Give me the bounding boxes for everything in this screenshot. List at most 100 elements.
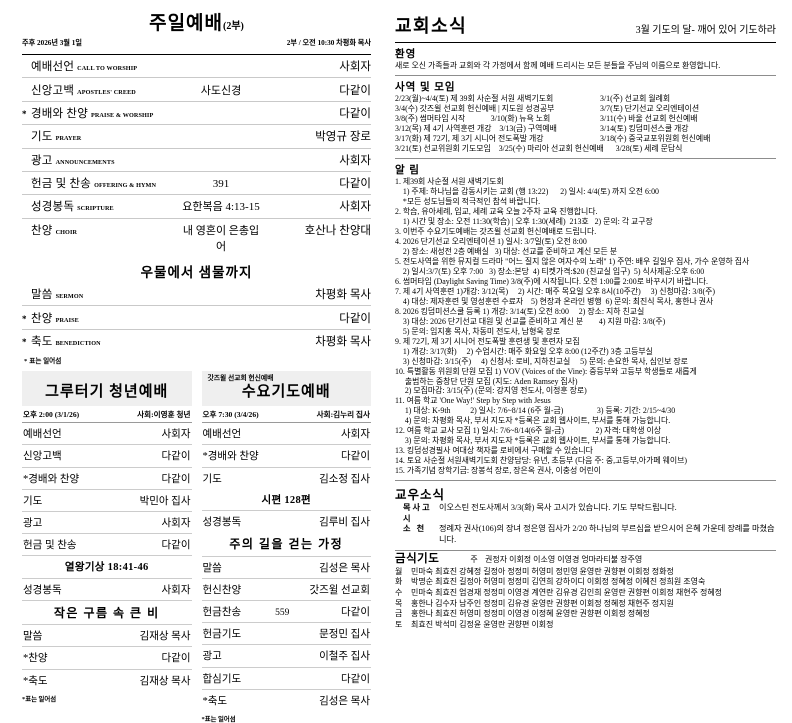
sunday-service-date: 주후 2026년 3월 1일 [22, 39, 83, 47]
church-news-column: 교회소식 3월 기도의 달- 깨어 있어 기도하라 환영 새로 오신 가족들과 … [385, 0, 792, 629]
order-label: 경배와 찬양 PRAISE & WORSHIP [31, 107, 154, 120]
order-row: * 축도 BENEDICTION 차평화 목사 [22, 330, 371, 352]
order-person: 다같이 [339, 84, 371, 97]
wednesday-sermon-banner: 주의 길을 걷는 가정 [201, 532, 371, 557]
order-row: * 찬양 PRAISE 다같이 [22, 306, 371, 330]
list-item: 3. 이번주 수요기도예배는 갓즈윌 선교회 헌신예배로 드립니다. [395, 227, 597, 237]
worship-orders-column: 주일예배(2부) 주후 2026년 3월 1일 2부 / 오전 10:30 차평… [0, 0, 385, 723]
order-row: 신앙고백 APOSTLES' CREED 사도신경 다같이 [22, 78, 371, 102]
wednesday-scripture-banner: 시편 128편 [201, 489, 371, 512]
list-item: 3/4(수) 갓즈윌 선교회 헌신예배 | 지도원 성경공부 3/7(토) 단기선… [395, 103, 700, 113]
member-news-text: 이오스틴 전도사께서 3/3(화) 목사 고시가 있습니다. 기도 부탁드립니다… [439, 503, 677, 513]
list-item: 출범하는 중창단 단원 모집 (지도: Aden Ramsey 집사) [395, 376, 578, 386]
wednesday-service-title-box: 갓즈윌 선교회 헌신예배 수요기도예배 [201, 371, 371, 406]
order-row: * 경배와 찬양 PRAISE & WORSHIP 다같이 [22, 102, 371, 126]
fasting-prayer-list: 월 민마숙 최효진 강혜정 길정아 정정미 허영미 정민영 윤영란 권향편 이회정… [395, 567, 776, 631]
list-item: 2. 학습, 유아세례, 입교, 세례 교육 오늘 2주차 교육 진행합니다. [395, 207, 598, 217]
list-item: 예배선언 사회자 [201, 423, 371, 446]
list-item: 소 천 정례자 권사(106)의 장녀 정은영 집사가 2/20 하나님의 부르… [395, 524, 776, 545]
list-item: *경배와 찬양 다같이 [22, 468, 192, 490]
list-item: 3/21(토) 선교위원회 기도모임 3/25(수) 마리아 선교회 헌신예배 … [395, 144, 683, 154]
sermon-title: 우물에서 샘물까지 [140, 265, 253, 280]
list-item: 1) 대상: K-9th 2) 일시: 7/6~8/14 (6주 월-금) 3)… [395, 406, 676, 416]
list-item: 3) 신청마감: 3/15(주) 4) 신청서: 로비, 지하친교실 5) 문의… [395, 356, 688, 366]
standing-marker: * [22, 313, 27, 324]
order-person: 차평화 목사 [315, 335, 371, 348]
wednesday-service-officiant: 사회:김누리 집사 [316, 409, 370, 419]
list-item: 11. 여름 학교 'One Way!' Step by Step with J… [395, 396, 551, 406]
list-item: 2) 일시:3/7(토) 오후 7:00 3) 장소:본당 4) 티켓가격:$2… [395, 267, 705, 277]
list-item: 7. 제 4기 사역훈련 1)개강: 3/12(목) 2) 시간: 매주 목요일… [395, 286, 716, 296]
schedule-list: 2/23(월)~4/4(토) 제 39회 사순절 서원 새벽기도회 3/1(주) … [395, 94, 776, 155]
list-item: 8. 2026 킹덤미션스쿨 등록 1) 개강: 3/14(토) 오전 8:00… [395, 306, 645, 316]
youth-service-officiant: 사회:이영훈 청년 [137, 409, 191, 419]
youth-service-title-box: 그루터기 청년예배 [22, 371, 192, 406]
list-item: 1) 주제: 하나님을 감동시키는 교회 (행 13:22) 2) 일시: 4/… [395, 187, 659, 197]
section-divider [395, 480, 776, 482]
list-item: 15. 가족기념 장학기금: 장봉석 장로, 장은옥 권사, 이충성 어린이 [395, 466, 602, 476]
list-item: 4) 대상: 제자훈련 및 영성훈련 수료자 5) 현장과 온라인 병행 6) … [395, 296, 714, 306]
news-header: 교회소식 3월 기도의 달- 깨어 있어 기도하라 [395, 12, 776, 41]
fasting-day-names: 권정자 이회정 이소영 이영경 엉마라티불 장주영 [485, 554, 643, 564]
order-person: 다같이 [339, 178, 371, 191]
list-item: 성경봉독 사회자 [22, 579, 192, 601]
order-person: 다같이 [339, 107, 371, 120]
order-label: 찬양 CHOIR [31, 224, 78, 237]
list-item: *모든 성도님들의 적극적인 참석 바랍니다. [395, 197, 541, 207]
youth-service-title: 그루터기 청년예배 [45, 384, 169, 401]
youth-service-time: 오후 2:00 (3/1/26) [23, 409, 80, 419]
list-item: 3/8(주) 썸머타임 시작 3/10(화) 뉴욕 노회 3/11(수) 바울 선… [395, 114, 698, 124]
list-item: 말씀 김성은 목사 [201, 557, 371, 579]
list-item: 12. 여름 학교 교사 모집 1) 일시: 7/6~8/14(6주 월-금) … [395, 426, 662, 436]
secondary-services: 그루터기 청년예배 오후 2:00 (3/1/26) 사회:이영훈 청년 예배선… [22, 371, 371, 723]
news-header-divider [395, 42, 776, 43]
order-person: 사회자 [339, 154, 371, 167]
news-monthly-theme: 3월 기도의 달- 깨어 있어 기도하라 [635, 25, 776, 36]
list-item: 예배선언 사회자 [22, 423, 192, 446]
list-item: 4) 문의: 차평화 목사, 부서 지도자 *등록은 교회 웹사이트, 부서를 … [395, 416, 671, 426]
order-person: 박영규 장로 [315, 131, 371, 144]
sunday-service-title: 주일예배(2부) [22, 12, 371, 33]
list-item: 5) 문의: 임지홍 목사, 차동미 전도사, 남형욱 장로 [395, 326, 561, 336]
order-person: 차평화 목사 [315, 289, 371, 302]
list-item: 1) 시간 및 장소: 오전 11:30(학습) | 오후 1:30(세례) 2… [395, 217, 653, 227]
list-item: 목 홍한나 김수자 남주인 정정미 김유경 윤영란 권향편 이회정 정혜정 채현주… [395, 598, 674, 608]
list-item: 금 홍한나 최효진 허영미 정정미 이영경 이정혜 윤영란 권향편 이회정 정혜정 [395, 609, 650, 619]
wednesday-footnote: *표는 일어섬 [201, 715, 236, 723]
list-item: *축도 김재상 목사 [23, 675, 191, 687]
sunday-service-title-part: (2부) [223, 21, 244, 32]
youth-service-subheader: 오후 2:00 (3/1/26) 사회:이영훈 청년 [22, 406, 192, 424]
sunday-order-list-after: 말씀 SERMON 차평화 목사 * 찬양 PRAISE 다같이 * 축도 BENED… [22, 283, 371, 352]
youth-service-panel: 그루터기 청년예배 오후 2:00 (3/1/26) 사회:이영훈 청년 예배선… [22, 371, 192, 723]
list-item: 1) 개강: 3/17(화) 2) 수업시간: 매주 화요일 오후 8:00 (… [395, 346, 653, 356]
order-label: 광고 ANNOUNCEMENTS [31, 154, 115, 167]
order-label: 헌금 및 찬송 OFFERING & HYMN [31, 178, 157, 191]
sunday-service-meta: 주후 2026년 3월 1일 2부 / 오전 10:30 차평화 목사 [22, 38, 371, 48]
youth-footnote: *표는 일어섬 [22, 695, 57, 703]
youth-service-kicker [28, 375, 186, 384]
list-item: 신앙고백 다같이 [22, 445, 192, 468]
order-detail: 391 [212, 178, 230, 191]
standing-footnote: * 표는 일어섬 [24, 358, 62, 366]
fasting-prayer-heading: 금식기도 [395, 552, 440, 565]
list-item: *축도 김성은 목사 [202, 695, 371, 707]
list-item: 6. 썸머타임 (Daylight Saving Time) 3/8(주)에 시… [395, 276, 708, 286]
sunday-service-title-text: 주일예배 [149, 13, 224, 34]
order-row: 성경봉독 SCRIPTURE 요한복음 4:13-15 사회자 [22, 195, 371, 219]
welcome-text: 새로 오신 가족들과 교회와 각 가정에서 함께 예배 드리시는 모든 분들을 … [395, 61, 721, 70]
order-label: 신앙고백 APOSTLES' CREED [31, 84, 136, 97]
youth-sermon-banner: 작은 구름 속 큰 비 [22, 601, 192, 626]
list-item: 헌금 및 찬송 다같이 [22, 534, 192, 557]
wednesday-service-subheader: 오후 7:30 (3/4/26) 사회:김누리 집사 [201, 406, 371, 424]
list-item: 광고 사회자 [22, 512, 192, 535]
order-row: 광고 ANNOUNCEMENTS 사회자 [22, 149, 371, 172]
order-row: 말씀 SERMON 차평화 목사 [22, 283, 371, 307]
list-item: 2) 모집마감: 3/15(주) (문의: 강지영 전도사, 이정훈 장로) [395, 386, 587, 396]
order-person: 호산나 찬양대 [304, 224, 371, 237]
order-label: 찬양 PRAISE [31, 312, 79, 325]
order-row: 예배선언 CALL TO WORSHIP 사회자 [22, 55, 371, 79]
order-label: 성경봉독 SCRIPTURE [31, 201, 114, 214]
list-item: 9. 제 72기, 제 3기 시니어 전도폭발 훈련생 및 훈련자 모집 [395, 336, 580, 346]
wednesday-service-kicker: 갓즈윌 선교회 헌신예배 [207, 375, 274, 383]
